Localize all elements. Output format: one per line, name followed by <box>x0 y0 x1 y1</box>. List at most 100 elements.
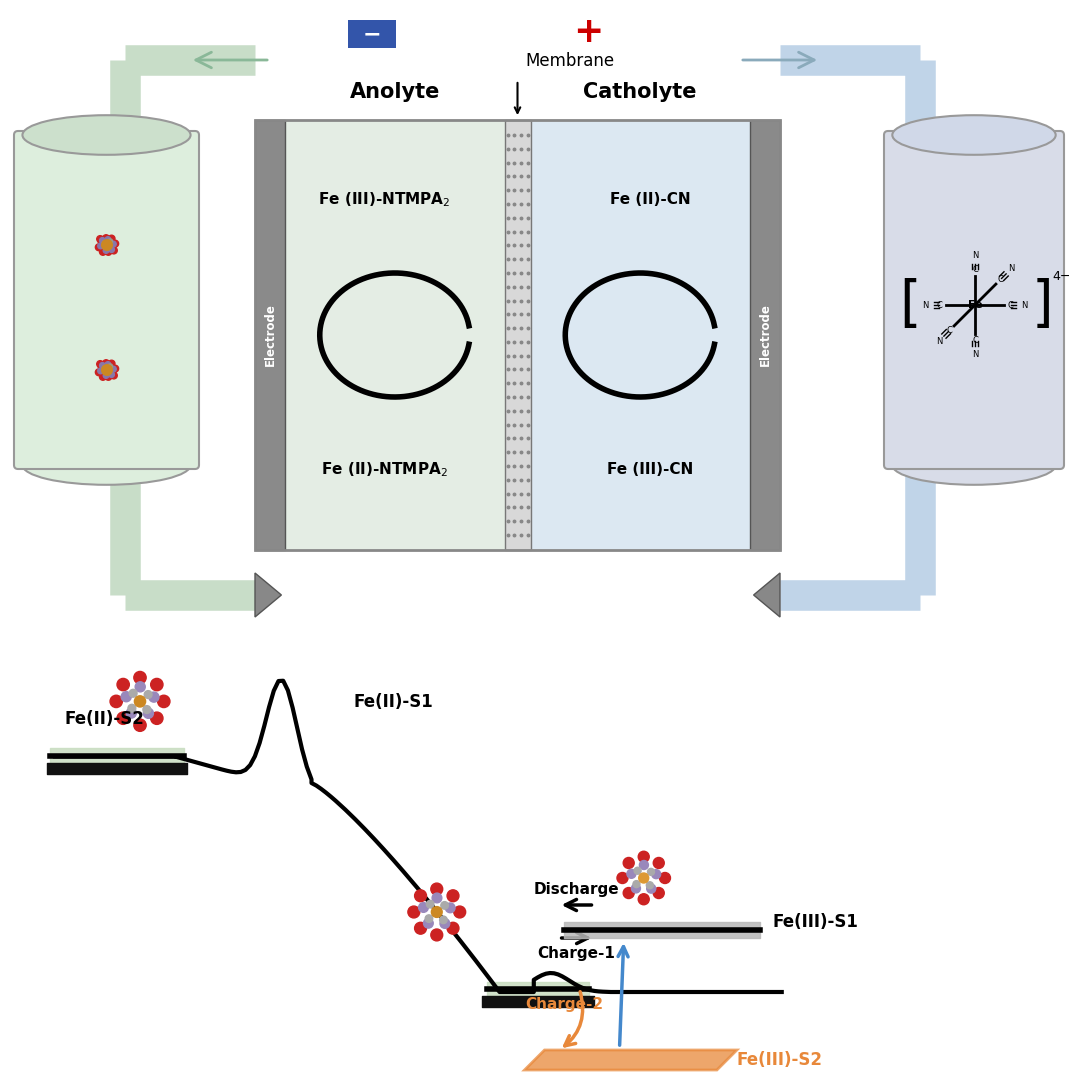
Circle shape <box>647 885 656 893</box>
Circle shape <box>632 883 640 893</box>
Circle shape <box>107 362 114 369</box>
Circle shape <box>99 238 105 243</box>
Circle shape <box>423 918 433 928</box>
Circle shape <box>100 370 108 377</box>
Bar <box>255 120 780 550</box>
Circle shape <box>134 719 146 731</box>
Text: [: [ <box>900 278 921 332</box>
Text: Discharge: Discharge <box>534 882 619 897</box>
Circle shape <box>432 893 442 903</box>
Polygon shape <box>255 573 282 617</box>
Circle shape <box>105 362 111 367</box>
Circle shape <box>117 712 130 725</box>
Circle shape <box>617 873 627 883</box>
Circle shape <box>107 366 111 372</box>
Text: C: C <box>946 326 953 335</box>
Text: Fe(III)-S1: Fe(III)-S1 <box>772 913 859 931</box>
Text: Fe (II)-CN: Fe (II)-CN <box>610 192 690 207</box>
Text: NH$_4^+$: NH$_4^+$ <box>595 271 622 291</box>
Circle shape <box>109 369 116 376</box>
Text: Anolyte: Anolyte <box>350 82 440 102</box>
Circle shape <box>426 915 433 922</box>
Circle shape <box>660 873 671 883</box>
Text: Fe (II)-NTMPA$_2$: Fe (II)-NTMPA$_2$ <box>322 461 448 480</box>
Circle shape <box>653 888 664 899</box>
Circle shape <box>110 241 117 247</box>
Circle shape <box>95 369 103 376</box>
Circle shape <box>98 363 105 369</box>
Text: Fe(II)-S1: Fe(II)-S1 <box>353 692 433 711</box>
Circle shape <box>638 894 649 905</box>
Circle shape <box>106 369 111 375</box>
Circle shape <box>653 858 664 868</box>
Text: C: C <box>998 274 1003 284</box>
Circle shape <box>623 858 634 868</box>
Text: Fe(II)-S2: Fe(II)-S2 <box>65 711 145 728</box>
Circle shape <box>104 373 109 378</box>
Circle shape <box>102 365 112 376</box>
Circle shape <box>144 708 153 718</box>
Circle shape <box>108 361 114 367</box>
Circle shape <box>112 240 119 247</box>
Text: Charge-2: Charge-2 <box>525 998 604 1013</box>
FancyArrowPatch shape <box>565 991 582 1045</box>
Circle shape <box>97 235 104 243</box>
Circle shape <box>638 851 649 862</box>
Bar <box>285 120 504 550</box>
Circle shape <box>158 696 170 707</box>
Ellipse shape <box>892 116 1056 154</box>
Text: Na$^+$: Na$^+$ <box>595 246 621 262</box>
Ellipse shape <box>23 445 190 485</box>
Circle shape <box>634 867 642 874</box>
Circle shape <box>419 903 429 913</box>
Circle shape <box>145 690 152 699</box>
Circle shape <box>151 678 163 691</box>
Text: Electrode: Electrode <box>264 303 276 366</box>
Circle shape <box>431 929 443 941</box>
Text: Electrode: Electrode <box>758 303 771 366</box>
Text: Fe (III)-NTMPA$_2$: Fe (III)-NTMPA$_2$ <box>319 191 451 210</box>
Circle shape <box>134 672 146 684</box>
Text: Catholyte: Catholyte <box>583 82 697 102</box>
Circle shape <box>623 888 634 899</box>
Circle shape <box>106 245 111 249</box>
Text: Charge-1: Charge-1 <box>538 946 616 961</box>
Circle shape <box>408 906 420 918</box>
Circle shape <box>648 868 654 876</box>
Bar <box>750 120 780 550</box>
Circle shape <box>100 245 108 252</box>
Text: 4−: 4− <box>1052 270 1070 283</box>
Circle shape <box>447 922 459 934</box>
Text: C: C <box>936 300 943 310</box>
Circle shape <box>105 374 112 380</box>
Circle shape <box>103 234 109 242</box>
Circle shape <box>151 712 163 725</box>
Bar <box>504 120 530 550</box>
Circle shape <box>99 363 105 368</box>
Circle shape <box>427 901 434 908</box>
Circle shape <box>638 873 649 883</box>
Circle shape <box>98 238 105 245</box>
Bar <box>255 120 285 550</box>
Circle shape <box>102 240 112 251</box>
Text: C: C <box>972 336 977 345</box>
Text: N: N <box>1022 300 1027 310</box>
Circle shape <box>135 681 145 692</box>
Circle shape <box>108 364 112 369</box>
Circle shape <box>149 692 159 702</box>
Circle shape <box>97 361 104 367</box>
Circle shape <box>109 246 114 253</box>
Circle shape <box>117 678 130 691</box>
Circle shape <box>651 869 661 879</box>
Bar <box>530 120 750 550</box>
Circle shape <box>646 881 653 889</box>
Text: NH$_4^+$: NH$_4^+$ <box>413 451 440 470</box>
Circle shape <box>103 241 107 245</box>
Circle shape <box>109 244 116 252</box>
Circle shape <box>110 372 118 379</box>
Circle shape <box>143 705 151 714</box>
Text: ]: ] <box>1031 278 1053 332</box>
Text: Fe (III)-CN: Fe (III)-CN <box>607 462 693 477</box>
Text: Fe: Fe <box>968 300 982 310</box>
Circle shape <box>121 691 132 702</box>
